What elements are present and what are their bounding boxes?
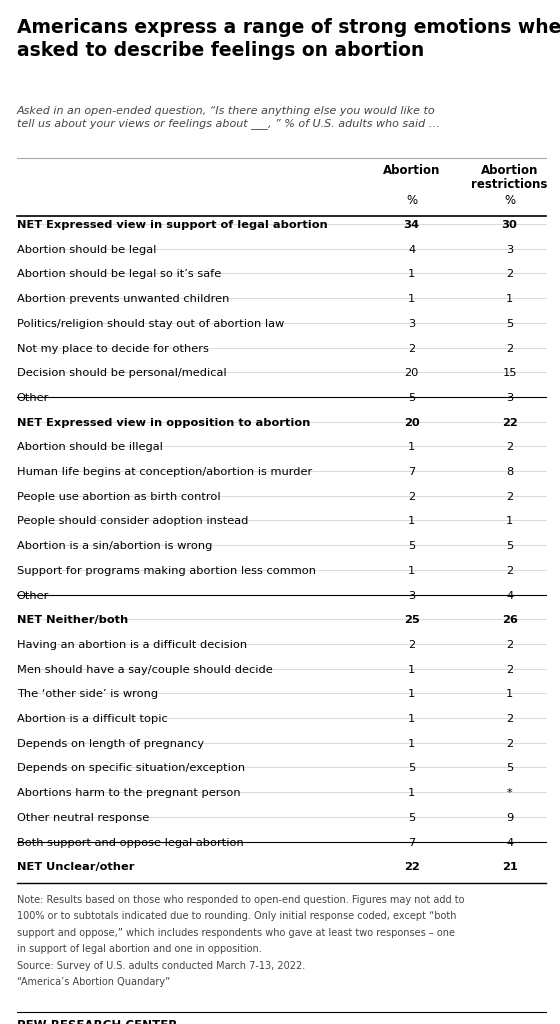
Text: People use abortion as birth control: People use abortion as birth control [17, 492, 221, 502]
Text: 2: 2 [506, 492, 513, 502]
Text: 2: 2 [506, 640, 513, 650]
Text: Note: Results based on those who responded to open-end question. Figures may not: Note: Results based on those who respond… [17, 895, 464, 905]
Text: Abortion should be legal so it’s safe: Abortion should be legal so it’s safe [17, 269, 221, 280]
Text: PEW RESEARCH CENTER: PEW RESEARCH CENTER [17, 1019, 177, 1024]
Text: Men should have a say/couple should decide: Men should have a say/couple should deci… [17, 665, 273, 675]
Text: Human life begins at conception/abortion is murder: Human life begins at conception/abortion… [17, 467, 312, 477]
Text: support and oppose,” which includes respondents who gave at least two responses : support and oppose,” which includes resp… [17, 928, 455, 938]
Text: Not my place to decide for others: Not my place to decide for others [17, 343, 209, 353]
Text: Abortion is a sin/abortion is wrong: Abortion is a sin/abortion is wrong [17, 541, 212, 551]
Text: 20: 20 [404, 418, 419, 428]
Text: %: % [406, 194, 417, 207]
Text: Both support and oppose legal abortion: Both support and oppose legal abortion [17, 838, 244, 848]
Text: 2: 2 [506, 442, 513, 453]
Text: 15: 15 [502, 369, 517, 378]
Text: 100% or to subtotals indicated due to rounding. Only initial response coded, exc: 100% or to subtotals indicated due to ro… [17, 911, 456, 922]
Text: The ‘other side’ is wrong: The ‘other side’ is wrong [17, 689, 158, 699]
Text: 5: 5 [408, 541, 415, 551]
Text: 5: 5 [408, 393, 415, 402]
Text: 22: 22 [404, 862, 419, 872]
Text: 8: 8 [506, 467, 513, 477]
Text: Abortion should be illegal: Abortion should be illegal [17, 442, 162, 453]
Text: Politics/religion should stay out of abortion law: Politics/religion should stay out of abo… [17, 318, 284, 329]
Text: 5: 5 [506, 318, 513, 329]
Text: Abortion should be legal: Abortion should be legal [17, 245, 156, 255]
Text: Americans express a range of strong emotions when
asked to describe feelings on : Americans express a range of strong emot… [17, 18, 560, 59]
Text: 1: 1 [506, 516, 513, 526]
Text: 2: 2 [506, 343, 513, 353]
Text: Depends on length of pregnancy: Depends on length of pregnancy [17, 738, 204, 749]
Text: Other: Other [17, 591, 49, 600]
Text: 1: 1 [408, 714, 415, 724]
Text: 2: 2 [408, 640, 415, 650]
Text: 7: 7 [408, 838, 415, 848]
Text: 1: 1 [408, 294, 415, 304]
Text: Depends on specific situation/exception: Depends on specific situation/exception [17, 764, 245, 773]
Text: 1: 1 [408, 665, 415, 675]
Text: Abortion prevents unwanted children: Abortion prevents unwanted children [17, 294, 229, 304]
Text: Other: Other [17, 393, 49, 402]
Text: 34: 34 [404, 220, 419, 230]
Text: 4: 4 [506, 838, 513, 848]
Text: NET Neither/both: NET Neither/both [17, 615, 128, 626]
Text: 20: 20 [404, 369, 419, 378]
Text: 5: 5 [408, 813, 415, 823]
Text: Abortion
restrictions: Abortion restrictions [472, 164, 548, 191]
Text: 1: 1 [408, 566, 415, 575]
Text: 1: 1 [506, 689, 513, 699]
Text: NET Expressed view in support of legal abortion: NET Expressed view in support of legal a… [17, 220, 328, 230]
Text: “America’s Abortion Quandary”: “America’s Abortion Quandary” [17, 977, 170, 987]
Text: 2: 2 [506, 714, 513, 724]
Text: 1: 1 [408, 788, 415, 798]
Text: Other neutral response: Other neutral response [17, 813, 149, 823]
Text: NET Unclear/other: NET Unclear/other [17, 862, 134, 872]
Text: 21: 21 [502, 862, 517, 872]
Text: 4: 4 [408, 245, 415, 255]
Text: 5: 5 [506, 541, 513, 551]
Text: 7: 7 [408, 467, 415, 477]
Text: 5: 5 [408, 764, 415, 773]
Text: 3: 3 [408, 318, 415, 329]
Text: 9: 9 [506, 813, 513, 823]
Text: 1: 1 [408, 516, 415, 526]
Text: 1: 1 [408, 738, 415, 749]
Text: 3: 3 [408, 591, 415, 600]
Text: 2: 2 [506, 269, 513, 280]
Text: Having an abortion is a difficult decision: Having an abortion is a difficult decisi… [17, 640, 247, 650]
Text: *: * [507, 788, 512, 798]
Text: 1: 1 [408, 442, 415, 453]
Text: 25: 25 [404, 615, 419, 626]
Text: Abortions harm to the pregnant person: Abortions harm to the pregnant person [17, 788, 240, 798]
Text: in support of legal abortion and one in opposition.: in support of legal abortion and one in … [17, 944, 262, 954]
Text: 22: 22 [502, 418, 517, 428]
Text: People should consider adoption instead: People should consider adoption instead [17, 516, 248, 526]
Text: Abortion is a difficult topic: Abortion is a difficult topic [17, 714, 167, 724]
Text: Asked in an open-ended question, “Is there anything else you would like to
tell : Asked in an open-ended question, “Is the… [17, 106, 440, 129]
Text: 2: 2 [506, 566, 513, 575]
Text: 2: 2 [408, 343, 415, 353]
Text: 2: 2 [408, 492, 415, 502]
Text: 1: 1 [408, 269, 415, 280]
Text: 4: 4 [506, 591, 513, 600]
Text: NET Expressed view in opposition to abortion: NET Expressed view in opposition to abor… [17, 418, 310, 428]
Text: Decision should be personal/medical: Decision should be personal/medical [17, 369, 226, 378]
Text: %: % [504, 194, 515, 207]
Text: 30: 30 [502, 220, 517, 230]
Text: Support for programs making abortion less common: Support for programs making abortion les… [17, 566, 316, 575]
Text: 1: 1 [506, 294, 513, 304]
Text: Abortion: Abortion [383, 164, 440, 177]
Text: 3: 3 [506, 393, 513, 402]
Text: 1: 1 [408, 689, 415, 699]
Text: 26: 26 [502, 615, 517, 626]
Text: 2: 2 [506, 665, 513, 675]
Text: 3: 3 [506, 245, 513, 255]
Text: 5: 5 [506, 764, 513, 773]
Text: Source: Survey of U.S. adults conducted March 7-13, 2022.: Source: Survey of U.S. adults conducted … [17, 961, 305, 971]
Text: 2: 2 [506, 738, 513, 749]
